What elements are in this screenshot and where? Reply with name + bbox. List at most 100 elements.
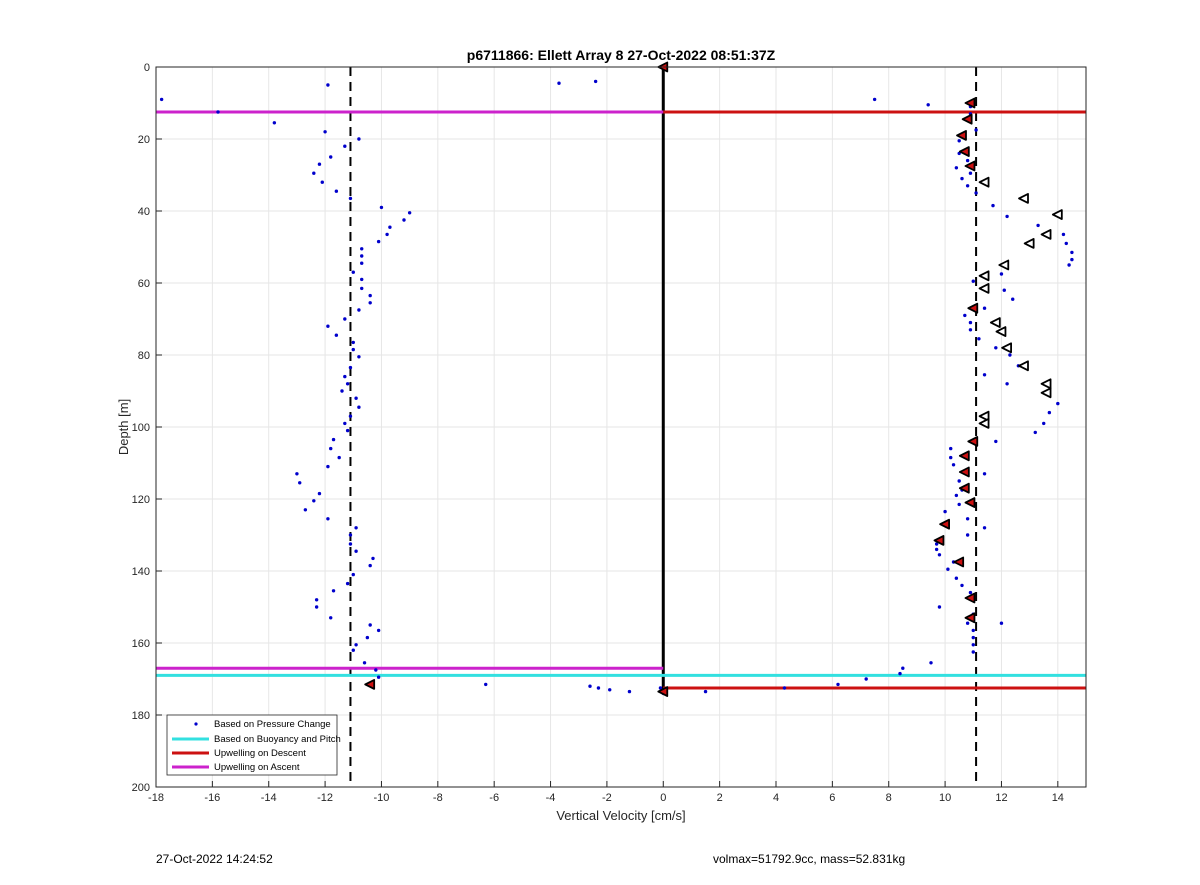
pressure-point (343, 374, 347, 379)
descent-triangle-marker (964, 160, 976, 172)
pressure-point (272, 121, 277, 125)
pressure-point (968, 320, 973, 325)
pressure-point (982, 526, 987, 530)
y-tick-label: 140 (132, 566, 150, 578)
open-triangle-marker (1051, 209, 1063, 220)
pressure-point (314, 598, 319, 602)
descent-triangle-marker (964, 612, 976, 624)
x-tick-label: -12 (317, 792, 333, 804)
pressure-point (1008, 353, 1012, 357)
pressure-point (376, 239, 381, 244)
plot-frame (155, 66, 1087, 788)
pressure-point (351, 340, 355, 345)
pressure-point (326, 464, 330, 469)
pressure-point (1070, 250, 1074, 255)
pressure-point (1005, 214, 1009, 219)
pressure-point (1047, 410, 1052, 415)
pressure-point (782, 686, 787, 690)
pressure-point (596, 686, 601, 690)
pressure-point (943, 509, 947, 514)
open-triangle-marker (1023, 238, 1035, 249)
y-tick-label: 160 (132, 638, 150, 650)
pressure-point (385, 232, 389, 237)
x-ticks: -18 -16 -14 -12 -10 -8 -6 -4 -2 0 2 4 6 8 10 12 14 (148, 781, 1064, 804)
pressure-point (954, 166, 959, 170)
pressure-point (864, 677, 868, 681)
x-tick-label: -16 (204, 792, 220, 804)
pressure-point (334, 333, 339, 337)
pressure-point (329, 155, 333, 159)
pressure-point (1005, 382, 1009, 386)
pressure-point (971, 643, 975, 647)
descent-triangle-marker (933, 535, 945, 546)
legend-label-buoyancy: Based on Buoyancy and Pitch (214, 734, 341, 745)
pressure-point (968, 171, 973, 175)
pressure-point (329, 446, 333, 451)
x-tick-label: -4 (546, 792, 556, 804)
pressure-point (374, 668, 378, 672)
pressure-point (965, 621, 970, 625)
pressure-point (957, 479, 961, 483)
pressure-point (362, 661, 367, 665)
x-tick-label: 8 (886, 792, 892, 804)
pressure-point (351, 572, 355, 577)
pressure-point (340, 389, 344, 393)
pressure-point (320, 180, 324, 184)
pressure-point (371, 556, 375, 561)
open-triangle-marker (978, 270, 990, 282)
pressure-point (658, 686, 663, 690)
open-triangle-marker (1001, 342, 1012, 354)
x-axis-label: Vertical Velocity [cm/s] (556, 808, 685, 823)
pressure-point (872, 97, 877, 102)
descent-triangle-marker (961, 113, 973, 125)
pressure-point (402, 218, 406, 222)
pressure-point (343, 421, 347, 426)
descent-triangle-marker (958, 482, 970, 494)
x-tick-label: -6 (489, 792, 499, 804)
pressure-point (360, 277, 364, 282)
pressure-point (971, 279, 975, 283)
pressure-point (360, 254, 364, 258)
x-tick-label: 2 (717, 792, 723, 804)
x-tick-label: 6 (829, 792, 835, 804)
pressure-point (588, 684, 592, 688)
open-triangle-marker (989, 317, 1001, 328)
pressure-point (965, 517, 970, 521)
pressure-point (314, 605, 319, 609)
pressure-point (982, 472, 987, 476)
pressure-point (999, 272, 1004, 276)
x-tick-label: 14 (1052, 792, 1064, 804)
open-triangle-marker (1040, 229, 1052, 240)
x-tick-label: -10 (374, 792, 390, 804)
pressure-point (1036, 223, 1040, 228)
chart-title: p6711866: Ellett Array 8 27-Oct-2022 08:… (467, 47, 776, 63)
pressure-point (949, 455, 953, 460)
descent-triangle-marker (364, 679, 376, 690)
pressure-point (949, 446, 953, 451)
pressure-point (965, 533, 970, 537)
upwelling-lines (156, 110, 1086, 690)
pressure-point (343, 144, 347, 148)
legend-marker-pressure (194, 722, 198, 726)
open-triangle-marker (1040, 387, 1052, 399)
pressure-point (963, 313, 967, 318)
pressure-point (703, 689, 708, 694)
descent-triangle-marker (953, 556, 965, 568)
pressure-point (348, 414, 353, 418)
pressure-point (960, 583, 964, 588)
y-tick-label: 0 (144, 62, 150, 74)
x-tick-label: 4 (773, 792, 779, 804)
legend-label-ascent: Upwelling on Ascent (214, 762, 300, 773)
y-tick-label: 20 (138, 134, 150, 146)
open-triangle-marker (995, 326, 1007, 337)
pressure-point (934, 547, 939, 552)
pressure-point (898, 671, 902, 676)
pressure-point (365, 635, 370, 640)
pressure-point (971, 628, 975, 633)
descent-triangle-marker (956, 130, 967, 141)
open-triangle-marker (1018, 193, 1029, 204)
pressure-point (345, 428, 350, 433)
pressure-point (343, 317, 347, 321)
y-tick-label: 180 (132, 710, 150, 722)
